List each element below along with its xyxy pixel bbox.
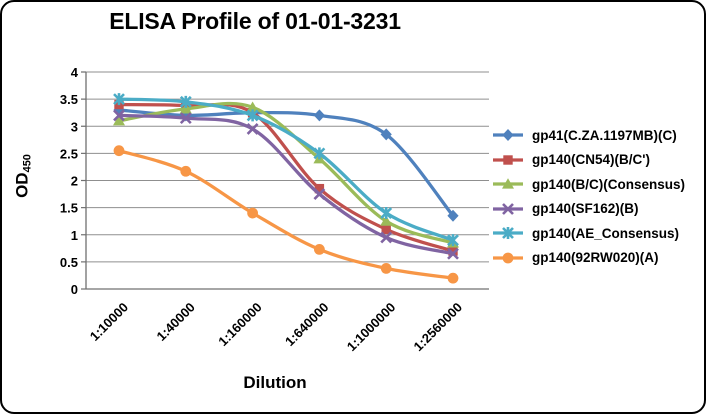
legend-marker <box>493 227 523 240</box>
legend-item-4: gp140(AE_Consensus) <box>492 221 685 246</box>
legend-item-1: gp140(CN54)(B/C') <box>492 148 685 173</box>
legend-item-2: gp140(B/C)(Consensus) <box>492 172 685 197</box>
x-marker-icon <box>380 231 393 244</box>
diamond-marker-icon <box>380 128 392 141</box>
legend-label: gp41(C.ZA.1197MB)(C) <box>532 127 677 143</box>
y-axis-title-text: OD <box>12 172 32 198</box>
circle-marker-icon <box>502 252 514 264</box>
legend-marker <box>493 178 523 189</box>
legend-label: gp140(92RW020)(A) <box>532 250 659 266</box>
asterisk-marker-icon <box>179 95 192 108</box>
legend-label: gp140(CN54)(B/C') <box>532 152 650 168</box>
legend-marker <box>493 252 523 264</box>
y-tick-label: 4 <box>71 65 79 80</box>
y-tick-label: 1 <box>71 228 78 243</box>
asterisk-marker-icon <box>502 227 514 240</box>
x-marker-icon <box>246 123 259 135</box>
triangle-marker-icon <box>380 215 393 226</box>
y-tick-label: 3 <box>71 119 78 134</box>
legend-item-5: gp140(92RW020)(A) <box>492 246 685 271</box>
circle-marker-icon <box>314 243 325 255</box>
triangle-marker-icon <box>502 178 514 189</box>
series-5 <box>113 145 459 284</box>
triangle-marker-icon <box>113 115 125 126</box>
x-tick-label: 1:160000 <box>215 300 264 349</box>
circle-marker-icon <box>247 207 258 219</box>
x-tick-labels: 1:10000 1:40000 1:160000 1:640000 1:1000000 1… <box>87 300 465 355</box>
x-tick-label: 1:10000 <box>87 300 131 344</box>
triangle-marker-icon <box>246 101 259 112</box>
y-tick-label: 0.5 <box>60 255 78 270</box>
legend-item-0: gp41(C.ZA.1197MB)(C) <box>492 123 685 148</box>
legend-marker <box>493 129 523 142</box>
diamond-marker-icon <box>113 103 125 116</box>
asterisk-marker-icon <box>313 147 326 160</box>
circle-marker-icon <box>447 272 459 284</box>
circle-marker-icon <box>180 165 192 177</box>
y-tick-label: 0 <box>71 282 78 297</box>
axes: 0 0.5 1 1.5 2 2.5 3 3.5 4 <box>60 65 489 297</box>
legend-label: gp140(AE_Consensus) <box>532 225 680 241</box>
y-tick-label: 1.5 <box>60 201 78 216</box>
asterisk-marker-icon <box>113 93 125 106</box>
circle-marker-icon <box>380 262 392 274</box>
x-marker-icon <box>447 247 459 260</box>
legend-label: gp140(B/C)(Consensus) <box>532 176 686 192</box>
x-marker-icon <box>113 109 125 122</box>
triangle-marker-icon <box>179 103 192 114</box>
y-tick-label: 2 <box>71 174 78 189</box>
series-line <box>117 113 455 256</box>
diamond-marker-icon <box>447 209 459 222</box>
x-marker-icon <box>502 202 514 215</box>
y-axis-title: OD450 <box>13 154 34 198</box>
legend-marker <box>493 202 523 215</box>
x-marker-icon <box>179 112 192 125</box>
chart-title: ELISA Profile of 01-01-3231 <box>109 8 401 34</box>
x-tick-label: 1:1000000 <box>344 300 399 355</box>
y-axis-title-subscript: 450 <box>21 154 34 173</box>
series-2 <box>113 101 459 248</box>
series-4 <box>113 93 459 247</box>
y-tick-label: 3.5 <box>60 92 78 107</box>
series-line <box>117 97 455 242</box>
series-line <box>117 149 455 280</box>
series-3 <box>113 109 459 260</box>
square-marker-icon <box>448 246 458 256</box>
x-axis-title: Dilution <box>243 373 307 392</box>
diamond-marker-icon <box>502 129 514 142</box>
circle-marker-icon <box>113 145 125 157</box>
legend-label: gp140(SF162)(B) <box>532 201 639 217</box>
x-tick-label: 1:640000 <box>282 300 331 349</box>
legend: gp41(C.ZA.1197MB)(C) gp140(CN54)(B/C') gp1… <box>492 123 685 270</box>
asterisk-marker-icon <box>447 234 459 247</box>
square-marker-icon <box>314 183 325 194</box>
legend-item-3: gp140(SF162)(B) <box>492 197 685 222</box>
legend-marker <box>493 155 523 165</box>
asterisk-marker-icon <box>380 207 393 220</box>
asterisk-marker-icon <box>246 109 259 122</box>
x-tick-label: 1:2560000 <box>411 300 466 355</box>
square-marker-icon <box>503 155 513 165</box>
square-marker-icon <box>381 224 391 235</box>
diamond-marker-icon <box>313 109 325 122</box>
x-marker-icon <box>313 188 326 200</box>
y-tick-label: 2.5 <box>60 146 78 161</box>
x-tick-label: 1:40000 <box>154 300 198 344</box>
